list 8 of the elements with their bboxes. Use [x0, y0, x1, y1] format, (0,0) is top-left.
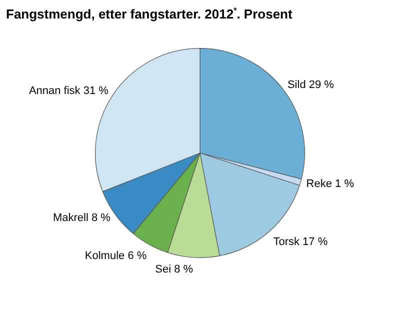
slice-label: Reke 1 %	[306, 178, 354, 190]
slice-label: Torsk 17 %	[273, 236, 328, 248]
slice-label: Annan fisk 31 %	[28, 84, 109, 97]
slice-label: Sild 29 %	[287, 79, 334, 92]
slice-label: Makrell 8 %	[52, 212, 111, 224]
slice-label: Kolmule 6 %	[84, 250, 147, 262]
slice-label: Sei 8 %	[155, 264, 194, 276]
chart-title: Fangstmengd, etter fangstarter. 2012$^{*}$. Prosent	[6, 6, 292, 22]
